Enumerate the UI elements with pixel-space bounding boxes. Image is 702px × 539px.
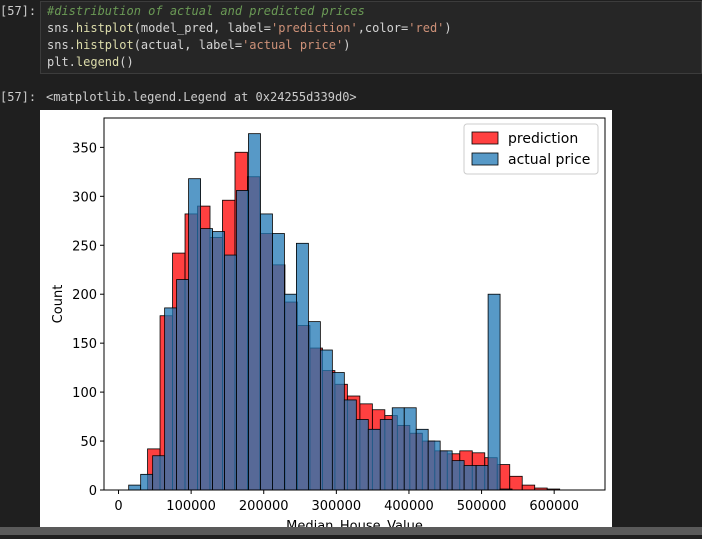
actual-price-bar bbox=[427, 440, 441, 491]
x-tick-label: 400000 bbox=[384, 499, 434, 514]
plot-frame bbox=[103, 117, 606, 491]
code-token: ) bbox=[343, 38, 351, 52]
code-token: ,color= bbox=[357, 21, 409, 35]
actual-price-bar bbox=[355, 419, 369, 491]
y-tick-label: 100 bbox=[72, 386, 97, 401]
actual-price-bar bbox=[236, 190, 249, 491]
actual-price-bar bbox=[403, 407, 417, 491]
code-line: #distribution of actual and predicted pr… bbox=[47, 4, 365, 18]
code-token: sns. bbox=[47, 21, 76, 35]
actual-price-bar bbox=[140, 473, 154, 491]
y-tick-label: 300 bbox=[72, 190, 97, 205]
x-tick-label: 200000 bbox=[239, 499, 289, 514]
x-tick-label: 100000 bbox=[166, 499, 216, 514]
actual-price-bar bbox=[367, 428, 381, 491]
code-token: 'red' bbox=[408, 21, 445, 35]
y-tick-label: 50 bbox=[80, 435, 97, 450]
x-tick-label: 600000 bbox=[529, 499, 579, 514]
legend-swatch bbox=[471, 131, 499, 145]
actual-price-bar bbox=[176, 279, 189, 491]
y-axis-label: Count bbox=[51, 285, 66, 324]
code-cell-input[interactable]: #distribution of actual and predicted pr… bbox=[40, 1, 702, 74]
code-line: sns.histplot(actual, label='actual price… bbox=[47, 38, 350, 52]
actual-price-bar bbox=[224, 254, 237, 491]
y-tick-label: 150 bbox=[72, 337, 97, 352]
actual-price-bar bbox=[451, 460, 465, 491]
code-line: sns.histplot(model_pred, label='predicti… bbox=[47, 21, 452, 35]
actual-price-bar bbox=[164, 307, 178, 491]
actual-price-bar bbox=[379, 419, 393, 491]
actual-price-bar bbox=[128, 484, 142, 491]
histogram-chart: 0 50 100 150 200 250 300 350 0 100000 200000 300000… bbox=[51, 117, 606, 534]
actual-price-bar bbox=[260, 213, 273, 491]
x-tick-label: 500000 bbox=[457, 499, 507, 514]
code-token: legend bbox=[75, 55, 120, 69]
actual-price-bar bbox=[152, 455, 166, 491]
actual-price-bar bbox=[475, 465, 489, 491]
histogram-plot: 0 50 100 150 200 250 300 350 0 100000 200000 300000… bbox=[40, 110, 612, 535]
code-line: plt.legend() bbox=[47, 55, 134, 69]
output-text: <matplotlib.legend.Legend at 0x24255d339… bbox=[46, 90, 357, 104]
actual-price-bar bbox=[463, 465, 477, 491]
actual-price-bar bbox=[200, 228, 213, 491]
y-tick-label: 0 bbox=[89, 484, 97, 499]
actual-price-bar bbox=[307, 321, 321, 491]
code-token: sns. bbox=[47, 38, 76, 52]
actual-price-bar bbox=[272, 233, 285, 491]
y-tick-label: 200 bbox=[72, 288, 97, 303]
prediction-bar bbox=[521, 484, 536, 491]
y-tick-label: 350 bbox=[72, 141, 97, 156]
code-token: () bbox=[119, 55, 134, 69]
legend-swatch bbox=[471, 152, 499, 166]
code-token: ) bbox=[444, 21, 452, 35]
prediction-bar bbox=[509, 475, 523, 491]
code-token: (actual, label= bbox=[133, 38, 243, 52]
actual-price-bar bbox=[188, 178, 201, 491]
actual-price-bar bbox=[439, 450, 453, 491]
x-tick-label: 0 bbox=[114, 499, 122, 514]
code-token: (model_pred, label= bbox=[133, 21, 271, 35]
input-prompt: [57]: bbox=[0, 4, 37, 18]
y-tick-label: 250 bbox=[72, 239, 97, 254]
actual-price-bar bbox=[415, 428, 429, 491]
actual-price-bar bbox=[284, 293, 297, 491]
actual-price-bar bbox=[391, 407, 405, 491]
code-token: #distribution of actual and predicted pr… bbox=[47, 4, 365, 18]
actual-price-bar bbox=[212, 231, 225, 491]
actual-price-bar bbox=[487, 293, 501, 491]
actual-price-bar bbox=[319, 349, 333, 491]
actual-price-bar bbox=[331, 372, 345, 491]
actual-price-bar bbox=[248, 133, 261, 491]
horizontal-scrollbar[interactable] bbox=[0, 527, 702, 535]
code-token: 'prediction' bbox=[270, 21, 358, 35]
code-token: plt. bbox=[47, 55, 76, 69]
x-tick-label: 300000 bbox=[312, 499, 362, 514]
legend-label: actual price bbox=[508, 152, 590, 168]
output-prompt: [57]: bbox=[0, 90, 37, 104]
actual-price-bar bbox=[343, 399, 357, 491]
code-token: histplot bbox=[75, 21, 134, 35]
code-token: 'actual price' bbox=[242, 38, 344, 52]
code-token: histplot bbox=[75, 38, 134, 52]
legend-label: prediction bbox=[508, 131, 578, 147]
actual-price-bar bbox=[296, 242, 309, 491]
